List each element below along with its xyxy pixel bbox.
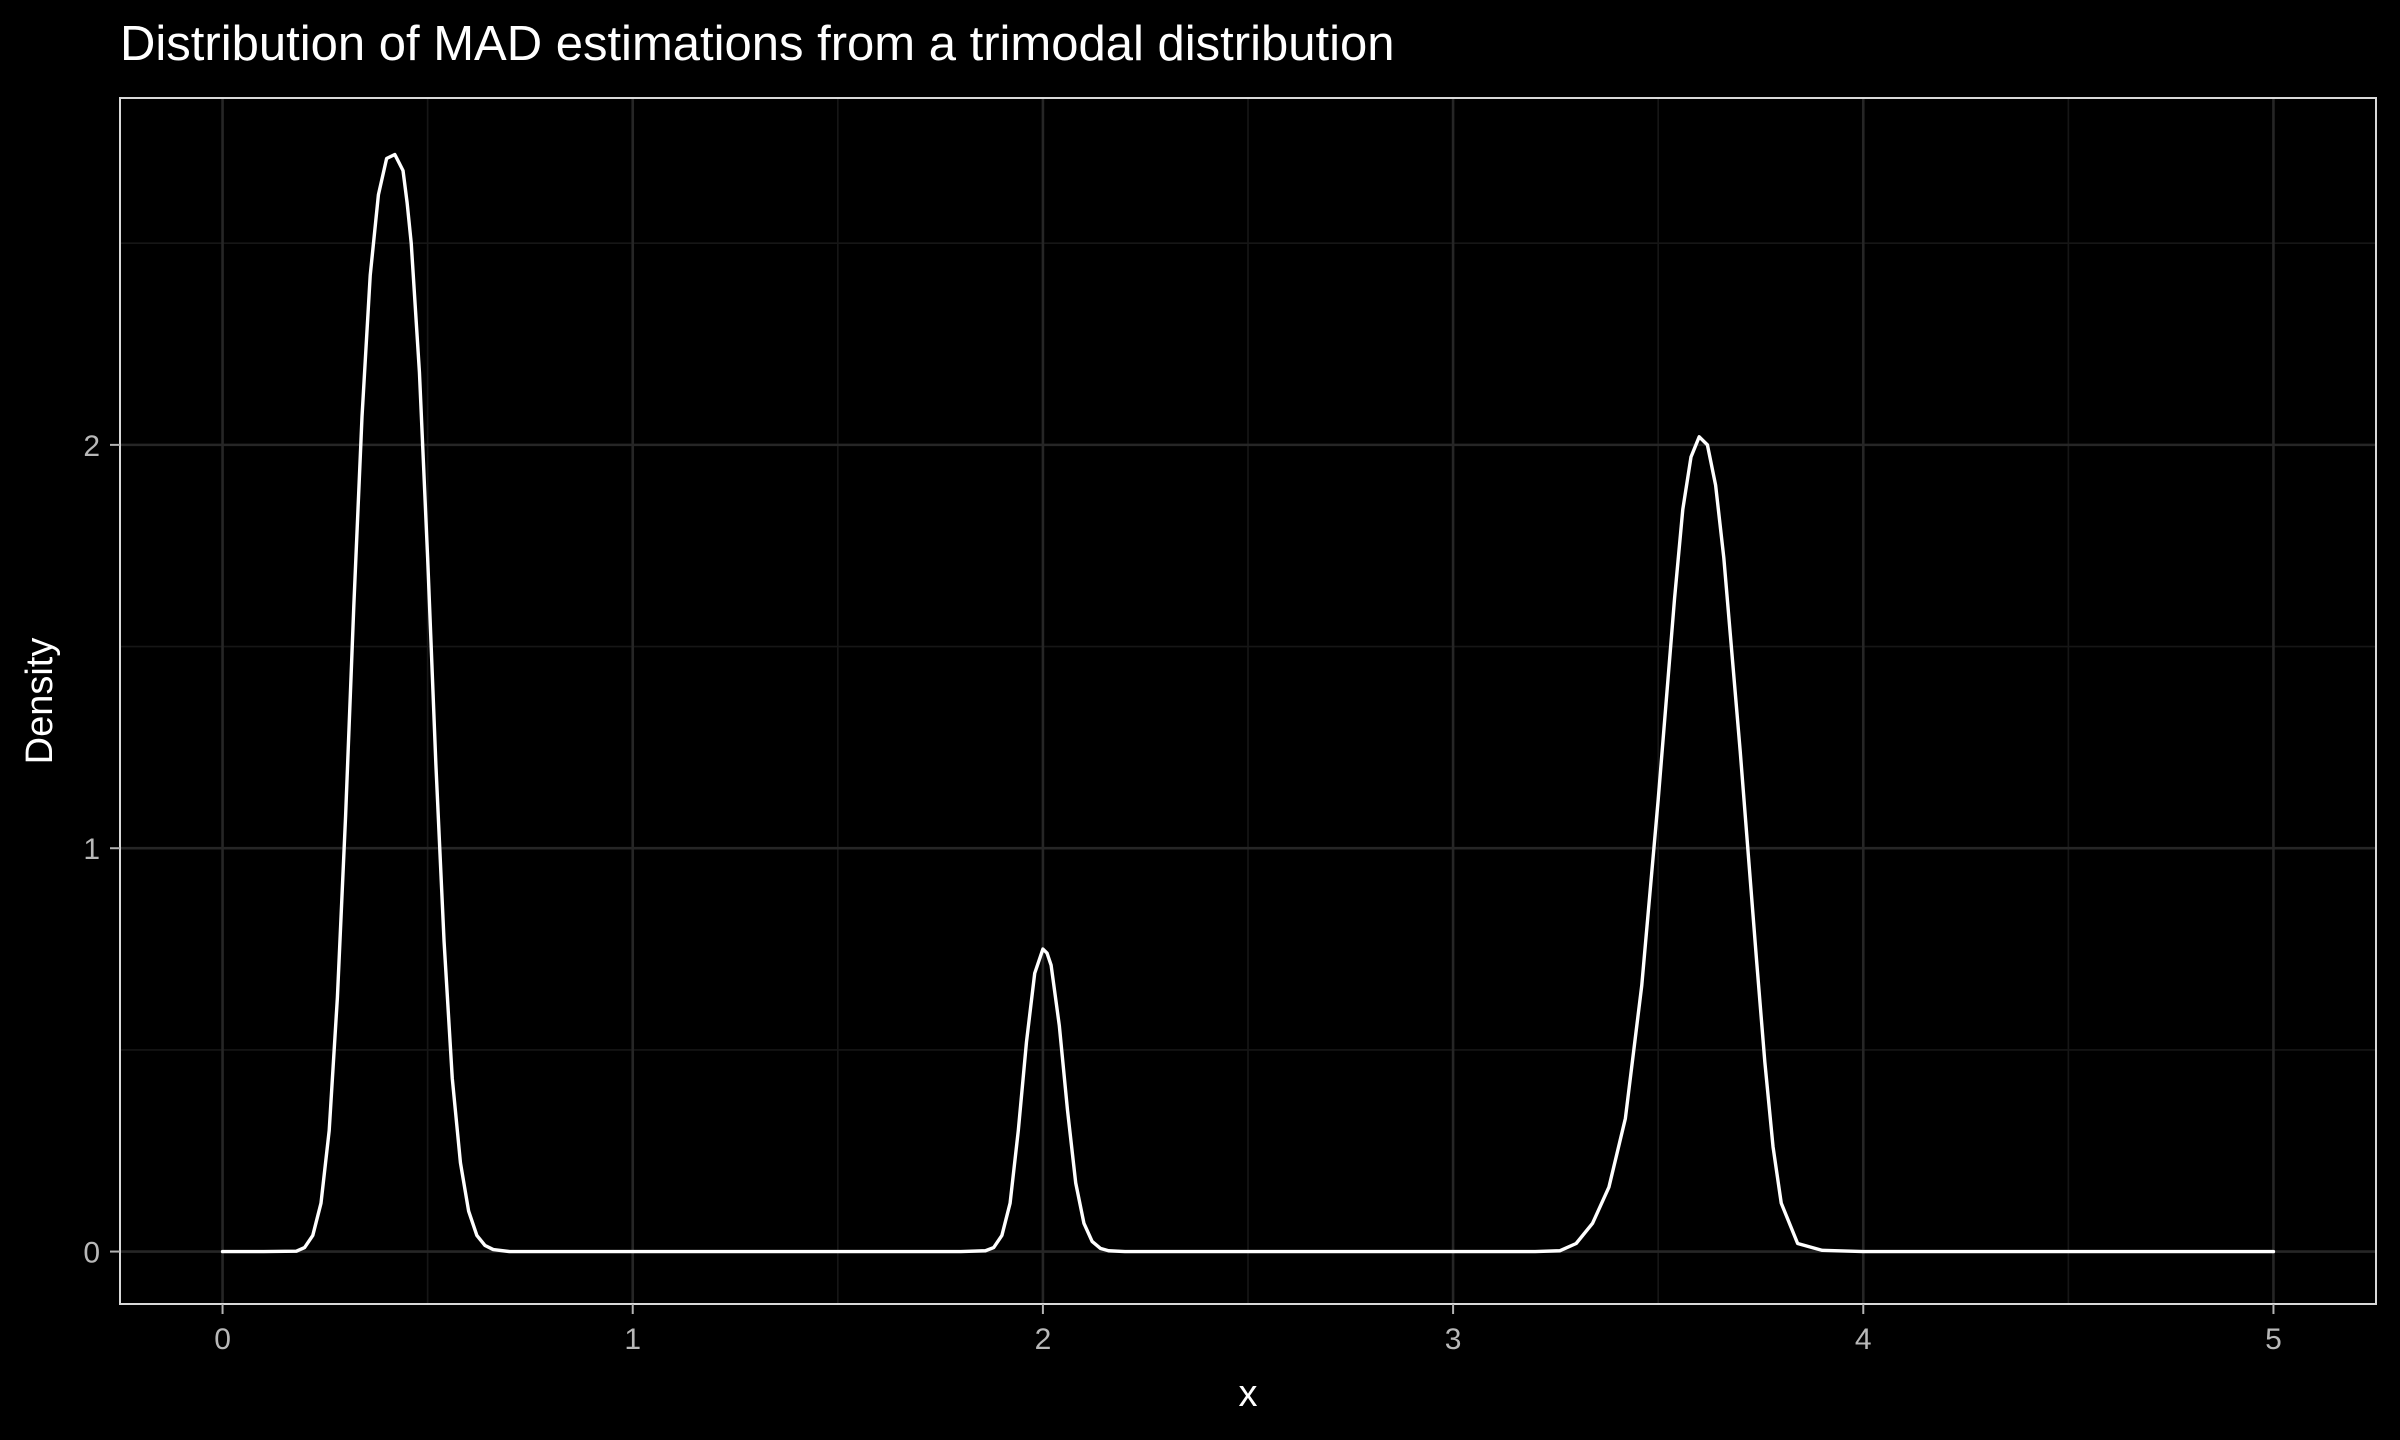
chart-title: Distribution of MAD estimations from a t… [120,17,1394,71]
x-tick-label: 2 [1035,1323,1052,1356]
y-axis-title: Density [19,638,61,765]
panel-border [119,97,2377,1305]
x-tick-label: 1 [624,1323,641,1356]
x-tick-label: 5 [2265,1323,2282,1356]
x-tick-label: 4 [1855,1323,1872,1356]
x-tick-label: 0 [214,1323,231,1356]
y-tick-label: 0 [83,1237,100,1270]
x-tick-label: 3 [1445,1323,1462,1356]
ticks-layer: 0 1 2 3 4 5 0 1 2 [83,430,2281,1356]
grid-layer [120,98,2376,1304]
y-tick-label: 2 [83,430,100,463]
x-axis-title: x [1239,1373,1258,1415]
density-line [220,152,2276,1254]
y-tick-label: 1 [83,833,100,866]
